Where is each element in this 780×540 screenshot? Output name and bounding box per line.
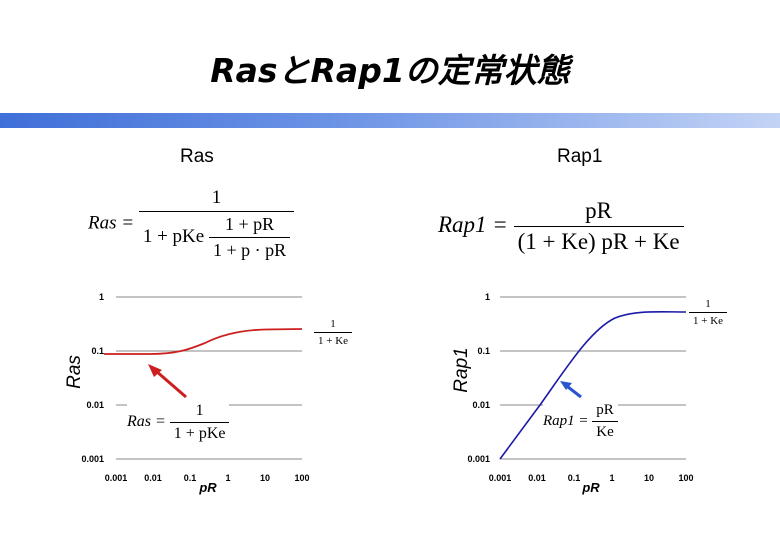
ras-arrow <box>155 369 187 399</box>
rap1-ytick-label: 0.1 <box>477 346 490 356</box>
panel-label-ras: Ras <box>180 146 214 167</box>
ras-xtick-label: 0.01 <box>144 473 162 483</box>
ras-arrow-head <box>148 364 162 377</box>
ras-xtick-label: 0.001 <box>105 473 128 483</box>
rap1-xtick-label: 0.001 <box>489 473 512 483</box>
slide-title: RasとRap1の定常状態 <box>210 51 570 90</box>
ras-xtick-label: 1 <box>225 473 230 483</box>
rap1-xtick-label: 0.01 <box>528 473 546 483</box>
rap1-eq-numerator: pR <box>585 198 612 223</box>
ras-eq-inner-denominator: 1 + p · pR <box>208 237 291 261</box>
rap1-main-equation: Rap1 = pR (1 + Ke) pR + Ke <box>438 198 684 255</box>
ras-main-equation: Ras = 1 1 + pKe 1 + pR 1 + p · pR <box>88 187 295 261</box>
panel-label-rap1: Rap1 <box>557 146 603 167</box>
rap1-xtick-label: 10 <box>644 473 654 483</box>
ras-ytick-label: 0.01 <box>86 400 104 410</box>
ras-xtick-label: 10 <box>260 473 270 483</box>
rap1-xtick-label: 1 <box>609 473 614 483</box>
rap1-ytick-label: 0.01 <box>472 400 490 410</box>
rap1-ytick-label: 0.001 <box>467 454 490 464</box>
title-underline-bar <box>0 113 780 128</box>
ras-limit-equation: 1 1 + Ke <box>314 318 353 347</box>
ras-x-axis-label: pR <box>198 480 217 495</box>
rap1-approx-equation: Rap1 = pR Ke <box>543 402 618 441</box>
ras-eq-denominator-term: 1 + pKe <box>142 225 205 247</box>
ras-eq-inner-numerator: 1 + pR <box>224 214 275 234</box>
rap1-xtick-label: 100 <box>678 473 693 483</box>
ras-ytick-label: 0.1 <box>91 346 104 356</box>
ras-curve <box>104 328 303 355</box>
ras-eq-numerator: 1 <box>211 187 222 208</box>
ras-ytick-label: 1 <box>99 292 104 302</box>
rap1-xtick-label: 0.1 <box>568 473 581 483</box>
ras-xtick-label: 0.1 <box>184 473 197 483</box>
rap1-limit-equation: 1 1 + Ke <box>689 298 728 327</box>
rap1-eq-denominator: (1 + Ke) pR + Ke <box>513 226 684 255</box>
rap1-eq-lhs: Rap1 = <box>438 211 508 237</box>
ras-xtick-label: 100 <box>294 473 309 483</box>
ras-y-axis-label: Ras <box>64 355 85 389</box>
rap1-arrow <box>567 385 582 399</box>
ras-ytick-label: 0.001 <box>81 454 104 464</box>
ras-approx-equation: Ras = 1 1 + pKe <box>127 402 230 443</box>
rap1-arrow-head <box>560 381 572 390</box>
rap1-ytick-label: 1 <box>485 292 490 302</box>
rap1-x-axis-label: pR <box>581 480 600 495</box>
ras-eq-lhs: Ras = <box>88 212 135 234</box>
rap1-y-axis-label: Rap1 <box>451 347 472 392</box>
